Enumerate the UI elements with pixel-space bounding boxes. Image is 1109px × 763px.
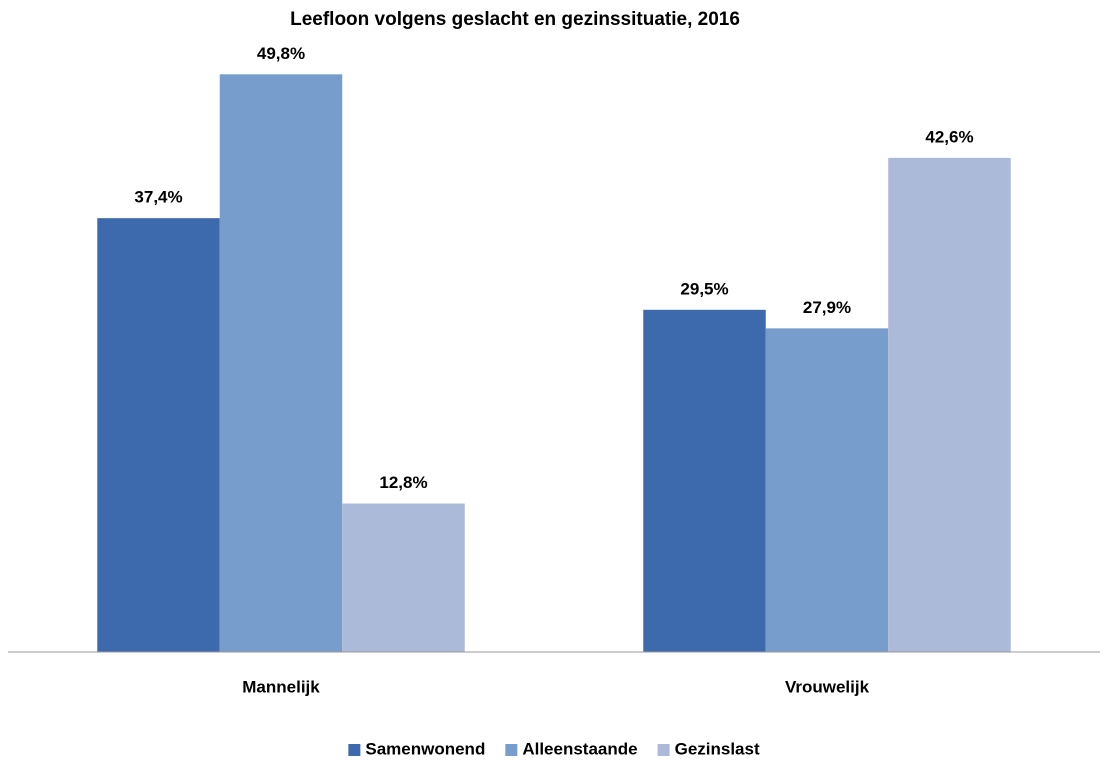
data-label: 29,5% (680, 279, 728, 298)
bar (342, 503, 465, 652)
chart-title: Leefloon volgens geslacht en gezinssitua… (290, 9, 740, 30)
x-tick-label: Vrouwelijk (785, 677, 870, 696)
data-label: 12,8% (379, 473, 427, 492)
data-label: 42,6% (925, 127, 973, 146)
legend-label: Gezinslast (675, 739, 760, 758)
data-label: 37,4% (134, 188, 182, 207)
bar (765, 328, 889, 652)
legend-label: Alleenstaande (522, 739, 637, 758)
bar (219, 74, 343, 652)
x-tick-label: Mannelijk (242, 677, 320, 696)
bar (643, 309, 766, 652)
bar (97, 218, 220, 652)
data-label: 27,9% (803, 298, 851, 317)
bar (888, 157, 1011, 652)
legend-swatch (505, 744, 518, 756)
legend-swatch (657, 744, 670, 756)
legend-swatch (348, 744, 361, 756)
legend-label: Samenwonend (365, 739, 485, 758)
data-label: 49,8% (257, 44, 305, 63)
